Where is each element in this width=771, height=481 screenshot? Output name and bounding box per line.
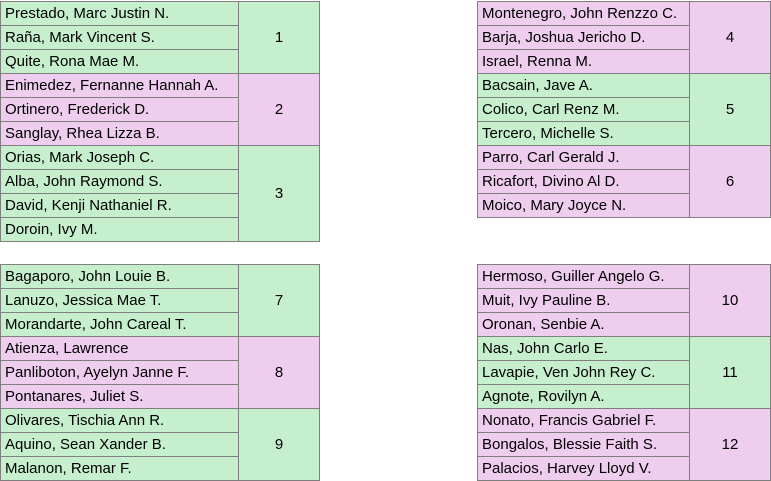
member-name: Hermoso, Guiller Angelo G.: [477, 264, 690, 289]
member-name: Tercero, Michelle S.: [477, 121, 690, 146]
group-row: Barja, Joshua Jericho D.: [477, 25, 771, 50]
group-number: 4: [689, 1, 771, 74]
group-number: 1: [238, 1, 320, 74]
group-row: Atienza, Lawrence 8: [0, 336, 320, 409]
member-name: Agnote, Rovilyn A.: [477, 384, 690, 409]
member-name: Raña, Mark Vincent S.: [0, 25, 239, 50]
group-number: 11: [689, 336, 771, 409]
group-block-10-12: Hermoso, Guiller Angelo G. 10 Muit, Ivy …: [477, 264, 771, 481]
member-name: Barja, Joshua Jericho D.: [477, 25, 690, 50]
group-row: Nonato, Francis Gabriel F. 12: [477, 408, 771, 481]
group-row: Palacios, Harvey Lloyd V.: [477, 456, 771, 481]
member-name: Lanuzo, Jessica Mae T.: [0, 288, 239, 313]
member-name: Doroin, Ivy M.: [0, 217, 239, 242]
group-row: Enimedez, Fernanne Hannah A. 2: [0, 73, 320, 146]
group-row: Moico, Mary Joyce N.: [477, 193, 771, 218]
group-row: Tercero, Michelle S.: [477, 121, 771, 146]
group-number: 2: [238, 73, 320, 146]
member-name: Pontanares, Juliet S.: [0, 384, 239, 409]
member-name: Sanglay, Rhea Lizza B.: [0, 121, 239, 146]
group-row: Bacsain, Jave A. 5: [477, 73, 771, 146]
group-row: Bagaporo, John Louie B. 7: [0, 264, 320, 337]
group-row: David, Kenji Nathaniel R.: [0, 193, 320, 218]
group-row: Muit, Ivy Pauline B.: [477, 288, 771, 313]
member-name: Bacsain, Jave A.: [477, 73, 690, 98]
member-name: Moico, Mary Joyce N.: [477, 193, 690, 218]
member-name: Aquino, Sean Xander B.: [0, 432, 239, 457]
group-row: Agnote, Rovilyn A.: [477, 384, 771, 409]
group-row: Israel, Renna M.: [477, 49, 771, 74]
group-row: Oronan, Senbie A.: [477, 312, 771, 337]
group-block-1-3: Prestado, Marc Justin N. 1 Raña, Mark Vi…: [0, 1, 320, 242]
group-row: Lanuzo, Jessica Mae T.: [0, 288, 320, 313]
group-row: Doroin, Ivy M.: [0, 217, 320, 242]
member-name: Bongalos, Blessie Faith S.: [477, 432, 690, 457]
member-name: Bagaporo, John Louie B.: [0, 264, 239, 289]
member-name: Nas, John Carlo E.: [477, 336, 690, 361]
member-name: Muit, Ivy Pauline B.: [477, 288, 690, 313]
group-row: Orias, Mark Joseph C. 3: [0, 145, 320, 242]
group-block-7-9: Bagaporo, John Louie B. 7 Lanuzo, Jessic…: [0, 264, 320, 481]
member-name: Enimedez, Fernanne Hannah A.: [0, 73, 239, 98]
member-name: Quite, Rona Mae M.: [0, 49, 239, 74]
group-row: Prestado, Marc Justin N. 1: [0, 1, 320, 74]
member-name: Israel, Renna M.: [477, 49, 690, 74]
group-row: Nas, John Carlo E. 11: [477, 336, 771, 409]
group-row: Olivares, Tischia Ann R. 9: [0, 408, 320, 481]
group-row: Morandarte, John Careal T.: [0, 312, 320, 337]
member-name: Malanon, Remar F.: [0, 456, 239, 481]
group-row: Montenegro, John Renzzo C. 4: [477, 1, 771, 74]
member-name: Montenegro, John Renzzo C.: [477, 1, 690, 26]
member-name: David, Kenji Nathaniel R.: [0, 193, 239, 218]
member-name: Panliboton, Ayelyn Janne F.: [0, 360, 239, 385]
member-name: Ortinero, Frederick D.: [0, 97, 239, 122]
group-row: Parro, Carl Gerald J. 6: [477, 145, 771, 218]
group-row: Raña, Mark Vincent S.: [0, 25, 320, 50]
group-number: 9: [238, 408, 320, 481]
group-row: Lavapie, Ven John Rey C.: [477, 360, 771, 385]
member-name: Alba, John Raymond S.: [0, 169, 239, 194]
member-name: Olivares, Tischia Ann R.: [0, 408, 239, 433]
member-name: Morandarte, John Careal T.: [0, 312, 239, 337]
group-number: 6: [689, 145, 771, 218]
group-block-4-6: Montenegro, John Renzzo C. 4 Barja, Josh…: [477, 1, 771, 218]
member-name: Lavapie, Ven John Rey C.: [477, 360, 690, 385]
group-row: Colico, Carl Renz M.: [477, 97, 771, 122]
group-number: 3: [238, 145, 320, 242]
group-row: Aquino, Sean Xander B.: [0, 432, 320, 457]
group-number: 10: [689, 264, 771, 337]
member-name: Nonato, Francis Gabriel F.: [477, 408, 690, 433]
member-name: Ricafort, Divino Al D.: [477, 169, 690, 194]
member-name: Palacios, Harvey Lloyd V.: [477, 456, 690, 481]
group-row: Panliboton, Ayelyn Janne F.: [0, 360, 320, 385]
group-row: Malanon, Remar F.: [0, 456, 320, 481]
group-number: 5: [689, 73, 771, 146]
group-row: Bongalos, Blessie Faith S.: [477, 432, 771, 457]
group-row: Hermoso, Guiller Angelo G. 10: [477, 264, 771, 337]
group-number: 7: [238, 264, 320, 337]
member-name: Colico, Carl Renz M.: [477, 97, 690, 122]
group-number: 8: [238, 336, 320, 409]
group-row: Alba, John Raymond S.: [0, 169, 320, 194]
member-name: Oronan, Senbie A.: [477, 312, 690, 337]
member-name: Orias, Mark Joseph C.: [0, 145, 239, 170]
member-name: Parro, Carl Gerald J.: [477, 145, 690, 170]
group-row: Sanglay, Rhea Lizza B.: [0, 121, 320, 146]
group-number: 12: [689, 408, 771, 481]
member-name: Prestado, Marc Justin N.: [0, 1, 239, 26]
member-name: Atienza, Lawrence: [0, 336, 239, 361]
